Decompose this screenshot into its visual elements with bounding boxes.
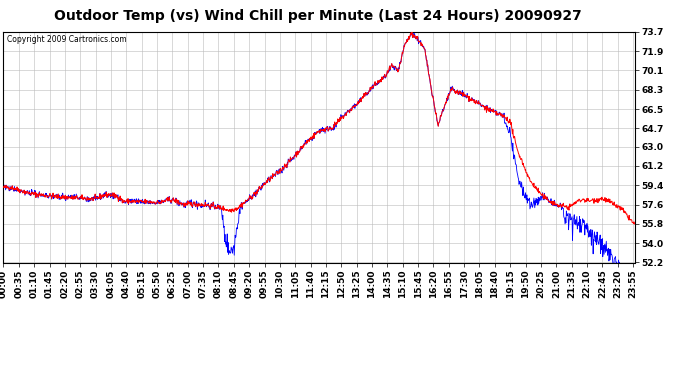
Text: Copyright 2009 Cartronics.com: Copyright 2009 Cartronics.com <box>7 35 126 44</box>
Text: Outdoor Temp (vs) Wind Chill per Minute (Last 24 Hours) 20090927: Outdoor Temp (vs) Wind Chill per Minute … <box>54 9 581 23</box>
